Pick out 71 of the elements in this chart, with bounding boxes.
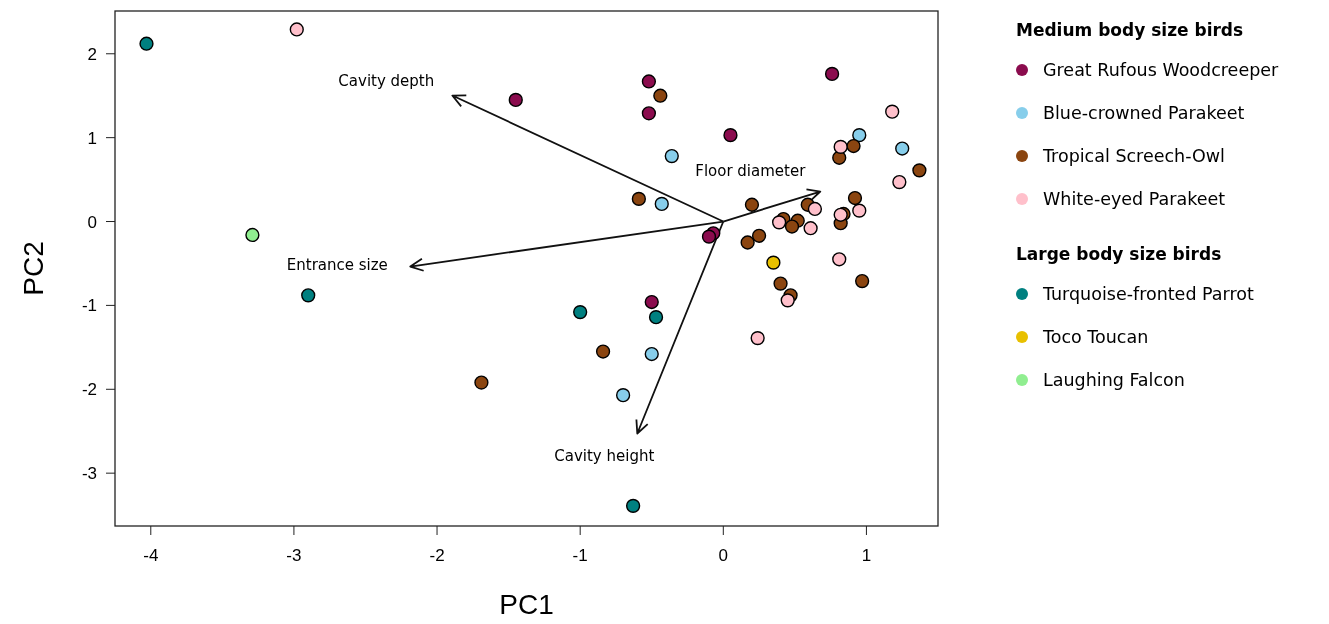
point — [641, 74, 657, 89]
x-tick-label: -3 — [286, 546, 302, 565]
annotation: Cavity depth — [338, 71, 435, 90]
point — [740, 235, 755, 250]
x-tick-label: -2 — [429, 546, 445, 565]
point — [855, 273, 870, 289]
annotation: Cavity height — [554, 446, 655, 465]
y-tick-label: 0 — [87, 212, 97, 232]
y-tick-label: 1 — [87, 128, 97, 148]
point — [895, 141, 910, 156]
point — [773, 276, 788, 291]
y-tick-label: 2 — [87, 44, 97, 64]
point — [631, 191, 646, 206]
point — [847, 190, 863, 206]
y-tick-label: -2 — [81, 380, 97, 400]
point — [139, 36, 154, 51]
legend-label: Laughing Falcon — [1043, 370, 1185, 390]
text: Large body size birds — [1016, 244, 1222, 264]
point — [803, 221, 818, 236]
point — [644, 294, 659, 310]
point — [771, 215, 787, 230]
point — [892, 174, 907, 190]
point — [751, 228, 767, 243]
point — [595, 344, 611, 359]
point — [508, 92, 523, 108]
point — [653, 88, 668, 103]
y-tick-label: -1 — [81, 296, 97, 316]
annotation: Floor diameter — [695, 161, 807, 180]
point — [784, 219, 800, 234]
point — [846, 138, 861, 154]
point — [824, 66, 840, 82]
point — [723, 128, 738, 143]
legend-label: Blue-crowned Parakeet — [1043, 103, 1245, 123]
point — [885, 104, 900, 119]
point — [832, 252, 847, 267]
annotation: Entrance size — [286, 255, 388, 274]
legend-title: Medium body size birds — [1016, 20, 1244, 40]
legend-label: White-eyed Parakeet — [1043, 189, 1226, 209]
point — [573, 305, 588, 320]
point — [615, 388, 631, 403]
y-tick-label: -3 — [81, 464, 97, 484]
point — [289, 22, 304, 37]
x-tick-label: 0 — [718, 546, 729, 565]
point — [474, 375, 489, 390]
point — [648, 310, 664, 325]
point — [744, 197, 760, 212]
point — [641, 106, 657, 121]
legend-label: Tropical Screech-Owl — [1042, 146, 1225, 166]
point — [644, 346, 659, 362]
x-axis-title: PC1 — [499, 589, 554, 620]
legend-label: Great Rufous Woodcreeper — [1043, 60, 1280, 80]
point — [807, 201, 823, 217]
point — [766, 255, 781, 270]
point — [301, 288, 316, 303]
point — [780, 293, 795, 308]
point — [664, 148, 679, 164]
point — [833, 139, 848, 154]
point — [912, 163, 927, 178]
x-tick-label: 1 — [861, 546, 872, 565]
point — [852, 203, 867, 218]
x-tick-label: -1 — [572, 546, 588, 565]
y-axis-title: PC2 — [18, 241, 49, 296]
point — [654, 196, 669, 212]
point — [701, 229, 717, 244]
legend-label: Turquoise-fronted Parrot — [1042, 284, 1254, 304]
point — [852, 128, 867, 143]
point — [750, 331, 765, 346]
x-tick-label: -4 — [143, 546, 159, 565]
point — [245, 227, 260, 243]
point — [626, 498, 641, 513]
legend-label: Toco Toucan — [1042, 327, 1149, 347]
